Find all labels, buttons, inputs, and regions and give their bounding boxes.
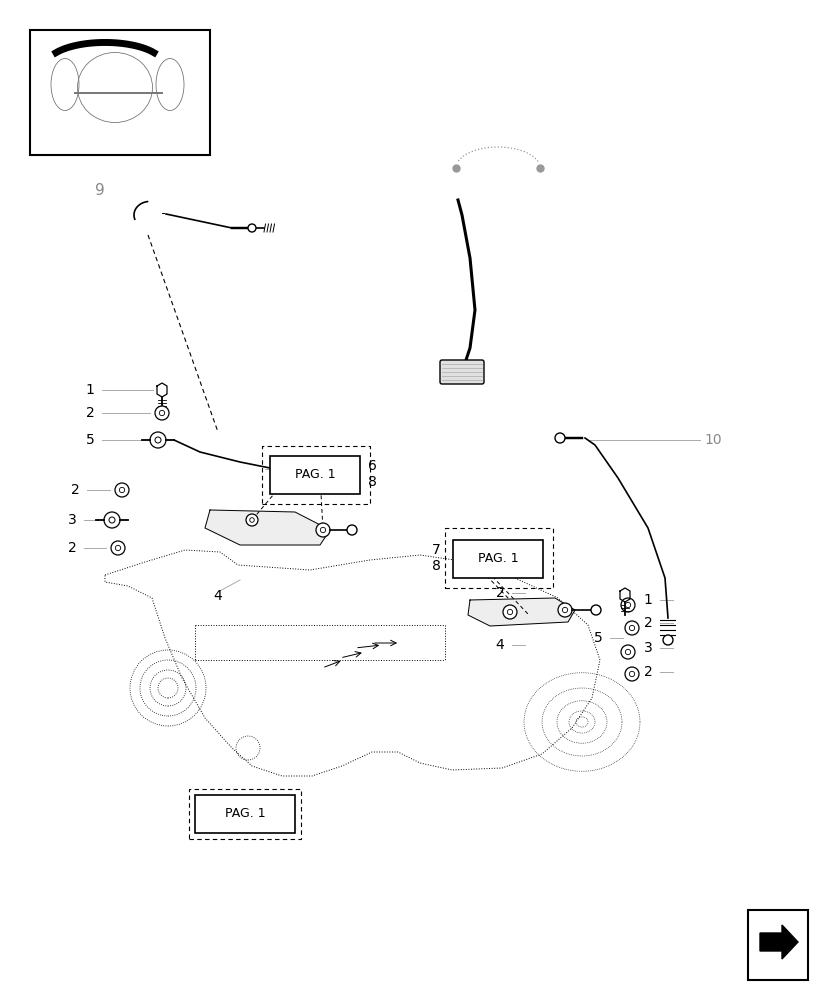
Text: 3: 3 (68, 513, 76, 527)
Circle shape (320, 527, 325, 533)
Circle shape (150, 432, 165, 448)
Circle shape (557, 603, 571, 617)
Circle shape (624, 649, 630, 655)
Circle shape (562, 607, 567, 613)
Text: 10: 10 (703, 433, 721, 447)
Circle shape (104, 512, 120, 528)
Text: 6: 6 (367, 459, 376, 473)
Text: 9: 9 (95, 183, 105, 198)
Circle shape (507, 609, 512, 615)
Text: 3: 3 (643, 641, 652, 655)
Text: 4: 4 (495, 638, 504, 652)
Text: 7: 7 (432, 543, 441, 557)
Circle shape (590, 605, 600, 615)
Circle shape (629, 625, 633, 631)
Text: 1: 1 (85, 383, 94, 397)
Text: PAG. 1: PAG. 1 (477, 552, 518, 566)
Text: 2: 2 (68, 541, 76, 555)
Bar (270, 456, 360, 494)
Text: 2: 2 (70, 483, 79, 497)
Circle shape (250, 518, 254, 522)
Bar (30, 30, 210, 155)
FancyBboxPatch shape (439, 360, 484, 384)
Text: 5: 5 (593, 631, 602, 645)
Text: 8: 8 (432, 559, 441, 573)
Circle shape (620, 645, 634, 659)
Text: 5: 5 (85, 433, 94, 447)
Text: 2: 2 (495, 586, 504, 600)
Circle shape (109, 517, 115, 523)
Bar (747, 910, 807, 980)
Circle shape (115, 545, 121, 551)
Text: 8: 8 (367, 475, 376, 489)
Circle shape (502, 605, 516, 619)
Circle shape (624, 667, 638, 681)
Circle shape (554, 433, 564, 443)
Text: 2: 2 (643, 616, 652, 630)
Circle shape (159, 410, 165, 416)
Text: PAG. 1: PAG. 1 (294, 468, 335, 482)
Text: 2: 2 (643, 665, 652, 679)
Text: 2: 2 (85, 406, 94, 420)
Circle shape (624, 621, 638, 635)
Circle shape (620, 598, 634, 612)
Circle shape (248, 224, 256, 232)
Circle shape (246, 514, 258, 526)
Circle shape (624, 602, 630, 608)
Text: PAG. 1: PAG. 1 (224, 807, 265, 820)
Circle shape (347, 525, 356, 535)
Circle shape (629, 671, 633, 677)
Polygon shape (759, 925, 797, 959)
Bar (195, 795, 294, 833)
Circle shape (155, 437, 160, 443)
Text: 1: 1 (643, 593, 652, 607)
Bar (452, 540, 543, 578)
Circle shape (662, 635, 672, 645)
Circle shape (119, 487, 125, 493)
Text: 4: 4 (213, 589, 222, 603)
Circle shape (115, 483, 129, 497)
Polygon shape (467, 598, 574, 626)
Polygon shape (205, 510, 330, 545)
Circle shape (155, 406, 169, 420)
Circle shape (111, 541, 125, 555)
Circle shape (316, 523, 330, 537)
